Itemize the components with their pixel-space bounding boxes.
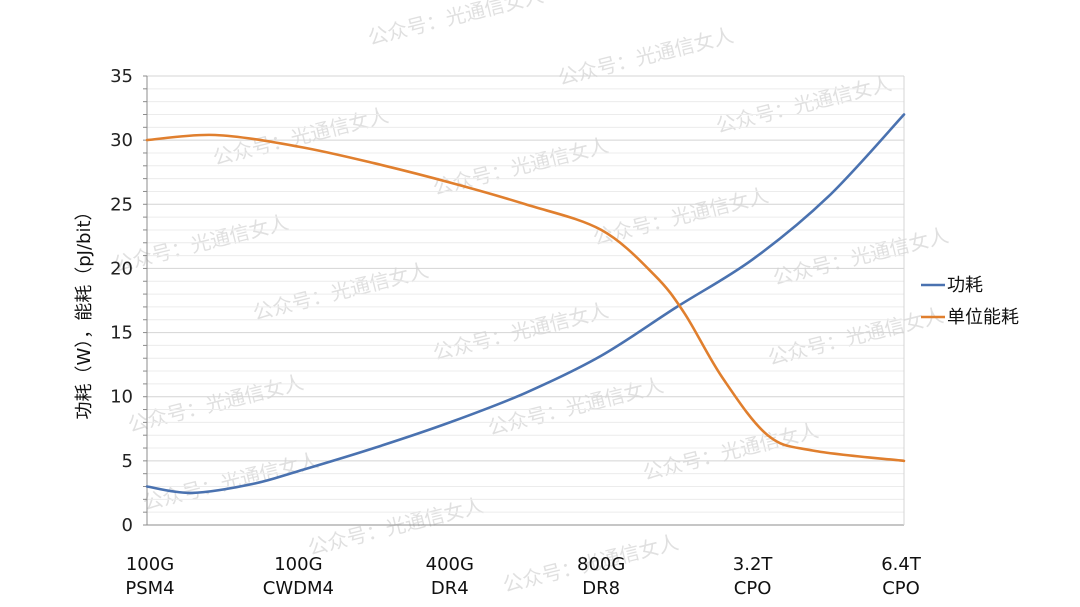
series-line-1 xyxy=(145,113,906,495)
y-axis-title: 功耗（W），能耗（pJ/bit） xyxy=(74,202,95,419)
x-category-label: 800G xyxy=(577,554,625,575)
axes xyxy=(143,75,905,526)
y-tick-label: 0 xyxy=(122,515,133,536)
watermark-text: 公众号：光通信女人 xyxy=(713,71,893,138)
watermark-text: 公众号：光通信女人 xyxy=(305,493,485,560)
series-layer xyxy=(145,113,906,495)
watermark-text: 公众号：光通信女人 xyxy=(770,223,950,290)
x-category-label: PSM4 xyxy=(125,578,174,599)
watermark-text: 公众号：光通信女人 xyxy=(125,370,305,437)
x-category-label: CWDM4 xyxy=(263,578,334,599)
x-category-label: DR4 xyxy=(431,578,469,599)
y-axis-ticks: 0 5 10 15 20 25 30 35 xyxy=(110,66,133,536)
y-tick-label: 25 xyxy=(110,194,133,215)
y-tick-label: 5 xyxy=(122,451,133,472)
y-tick-label: 15 xyxy=(110,323,133,344)
y-tick-label: 10 xyxy=(110,387,133,408)
x-category-label: 100G xyxy=(126,554,174,575)
watermark-text: 公众号：光通信女人 xyxy=(140,448,320,515)
watermark-text: 公众号：光通信女人 xyxy=(430,298,610,365)
x-category-label: 100G xyxy=(274,554,322,575)
x-category-label: DR8 xyxy=(582,578,620,599)
x-category-label: 400G xyxy=(426,554,474,575)
watermark-text: 公众号：光通信女人 xyxy=(555,23,735,90)
x-category-label: 3.2T xyxy=(733,554,774,575)
legend-label: 功耗 xyxy=(947,275,983,296)
watermark-text: 公众号：光通信女人 xyxy=(640,418,820,485)
x-axis-categories: 100G PSM4 100G CWDM4 400G DR4 800G DR8 3.2T CPO 6.… xyxy=(125,554,921,599)
y-tick-label: 30 xyxy=(110,130,133,151)
y-tick-label: 35 xyxy=(110,66,133,87)
watermark-text: 公众号：光通信女人 xyxy=(110,210,290,277)
y-tick-label: 20 xyxy=(110,258,133,279)
x-category-label: 6.4T xyxy=(881,554,922,575)
watermark-text: 公众号：光通信女人 xyxy=(430,133,610,200)
watermark-text: 公众号：光通信女人 xyxy=(485,373,665,440)
watermark-text: 公众号：光通信女人 xyxy=(365,0,545,50)
x-category-label: CPO xyxy=(882,578,920,599)
x-category-label: CPO xyxy=(734,578,772,599)
watermark-text: 公众号：光通信女人 xyxy=(765,303,945,370)
series-line-2 xyxy=(145,133,906,463)
legend-label: 单位能耗 xyxy=(947,307,1019,328)
